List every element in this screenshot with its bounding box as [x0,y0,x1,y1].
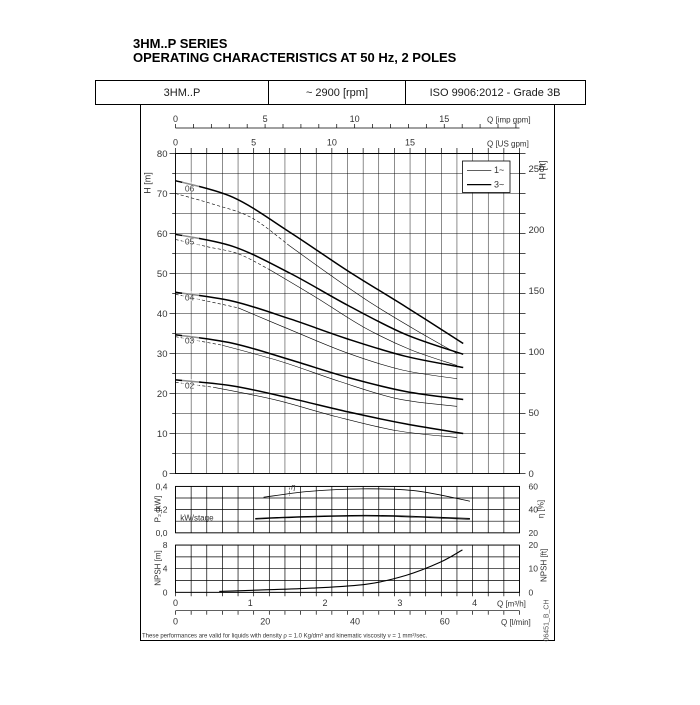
svg-text:50: 50 [529,408,540,419]
svg-text:06451_B_CH: 06451_B_CH [544,599,551,641]
svg-text:Q [m³/h]: Q [m³/h] [497,600,526,609]
svg-text:Q [imp gpm]: Q [imp gpm] [487,116,531,125]
svg-text:20: 20 [260,617,270,627]
svg-text:80: 80 [157,149,168,160]
svg-text:0: 0 [173,598,178,608]
svg-text:0: 0 [163,587,168,597]
svg-text:10: 10 [350,114,360,124]
svg-text:8: 8 [163,540,168,550]
svg-text:Q [l/min]: Q [l/min] [501,618,531,627]
svg-text:10: 10 [327,138,337,148]
svg-text:P₂ [kW]: P₂ [kW] [154,496,163,523]
svg-text:60: 60 [440,617,450,627]
svg-text:5: 5 [263,114,268,124]
svg-text:15: 15 [405,138,415,148]
svg-text:0: 0 [529,469,534,480]
svg-text:60: 60 [157,229,168,240]
svg-text:40: 40 [350,617,360,627]
svg-text:5: 5 [251,138,256,148]
svg-text:200: 200 [529,225,545,236]
svg-text:06: 06 [185,183,195,193]
svg-text:0: 0 [173,138,178,148]
svg-text:20: 20 [529,528,539,538]
svg-text:1~: 1~ [494,165,504,175]
svg-text:04: 04 [185,293,195,303]
svg-text:03: 03 [185,336,195,346]
svg-text:02: 02 [185,381,195,391]
svg-text:NPSH [m]: NPSH [m] [154,550,163,586]
svg-text:30: 30 [157,349,168,360]
svg-text:0: 0 [173,617,178,627]
svg-text:15: 15 [439,114,449,124]
svg-text:0: 0 [162,469,167,480]
svg-text:Q [US gpm]: Q [US gpm] [487,140,529,149]
svg-text:150: 150 [529,286,545,297]
svg-text:NPSH [ft]: NPSH [ft] [540,549,549,582]
svg-text:3~: 3~ [494,179,504,189]
svg-text:10: 10 [529,564,539,574]
svg-text:20: 20 [157,389,168,400]
svg-text:4: 4 [472,598,477,608]
svg-text:20: 20 [529,540,539,550]
svg-text:0,0: 0,0 [156,528,168,538]
svg-text:40: 40 [157,309,168,320]
svg-text:ISO 9906:2012 - Grade 3B: ISO 9906:2012 - Grade 3B [430,87,561,99]
svg-text:50: 50 [157,269,168,280]
svg-text:60: 60 [529,481,539,491]
svg-text:05: 05 [185,237,195,247]
svg-text:100: 100 [529,347,545,358]
svg-text:1: 1 [248,598,253,608]
svg-text:H [m]: H [m] [143,172,153,194]
svg-text:H [ft]: H [ft] [538,160,548,179]
svg-text:3: 3 [397,598,402,608]
svg-text:0: 0 [529,587,534,597]
svg-text:kW/stage: kW/stage [180,513,214,522]
svg-text:0,4: 0,4 [156,481,168,491]
svg-text:3HM..P: 3HM..P [164,87,201,99]
svg-text:These performances are valid f: These performances are valid for liquids… [142,634,428,640]
svg-text:4: 4 [163,564,168,574]
svg-text:10: 10 [157,429,168,440]
svg-text:70: 70 [157,189,168,200]
svg-text:η: η [291,483,296,492]
svg-text:η [%]: η [%] [537,500,546,518]
svg-text:0: 0 [173,114,178,124]
svg-text:~ 2900 [rpm]: ~ 2900 [rpm] [306,87,368,99]
svg-text:2: 2 [323,598,328,608]
